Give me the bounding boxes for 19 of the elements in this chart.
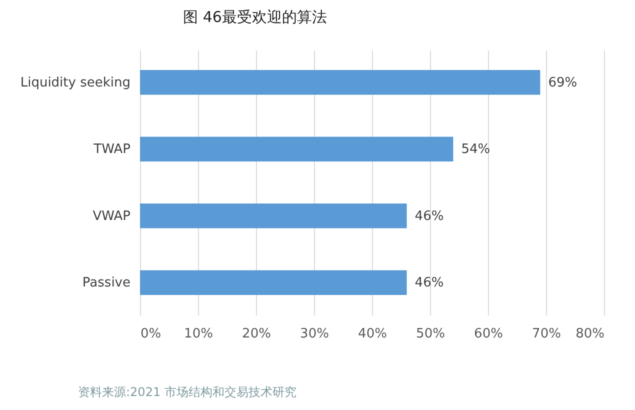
x-tick-label: 50% — [416, 326, 445, 342]
x-tick-label: 30% — [300, 326, 329, 342]
y-tick-label: TWAP — [92, 142, 131, 158]
x-tick-label: 80% — [576, 326, 604, 342]
x-tick-label: 0% — [140, 326, 162, 342]
data-label: 46% — [414, 276, 444, 291]
data-label: 69% — [548, 75, 578, 90]
data-label: 46% — [414, 208, 444, 224]
y-tick-label: Passive — [82, 276, 130, 291]
x-tick-label: 60% — [474, 326, 503, 342]
x-tick-label: 20% — [242, 326, 271, 342]
x-tick-label: 10% — [184, 326, 213, 342]
x-tick-label: 70% — [532, 326, 561, 342]
text: 资料来源:2021 市场结构和交易技术研究 — [78, 384, 296, 401]
y-tick-label: Liquidity seeking — [20, 75, 130, 90]
x-tick-label: 40% — [358, 326, 387, 342]
y-tick-label: VWAP — [92, 208, 131, 224]
data-label: 54% — [461, 142, 490, 158]
chart-title: 图 46最受欢迎的算法 — [182, 8, 328, 27]
